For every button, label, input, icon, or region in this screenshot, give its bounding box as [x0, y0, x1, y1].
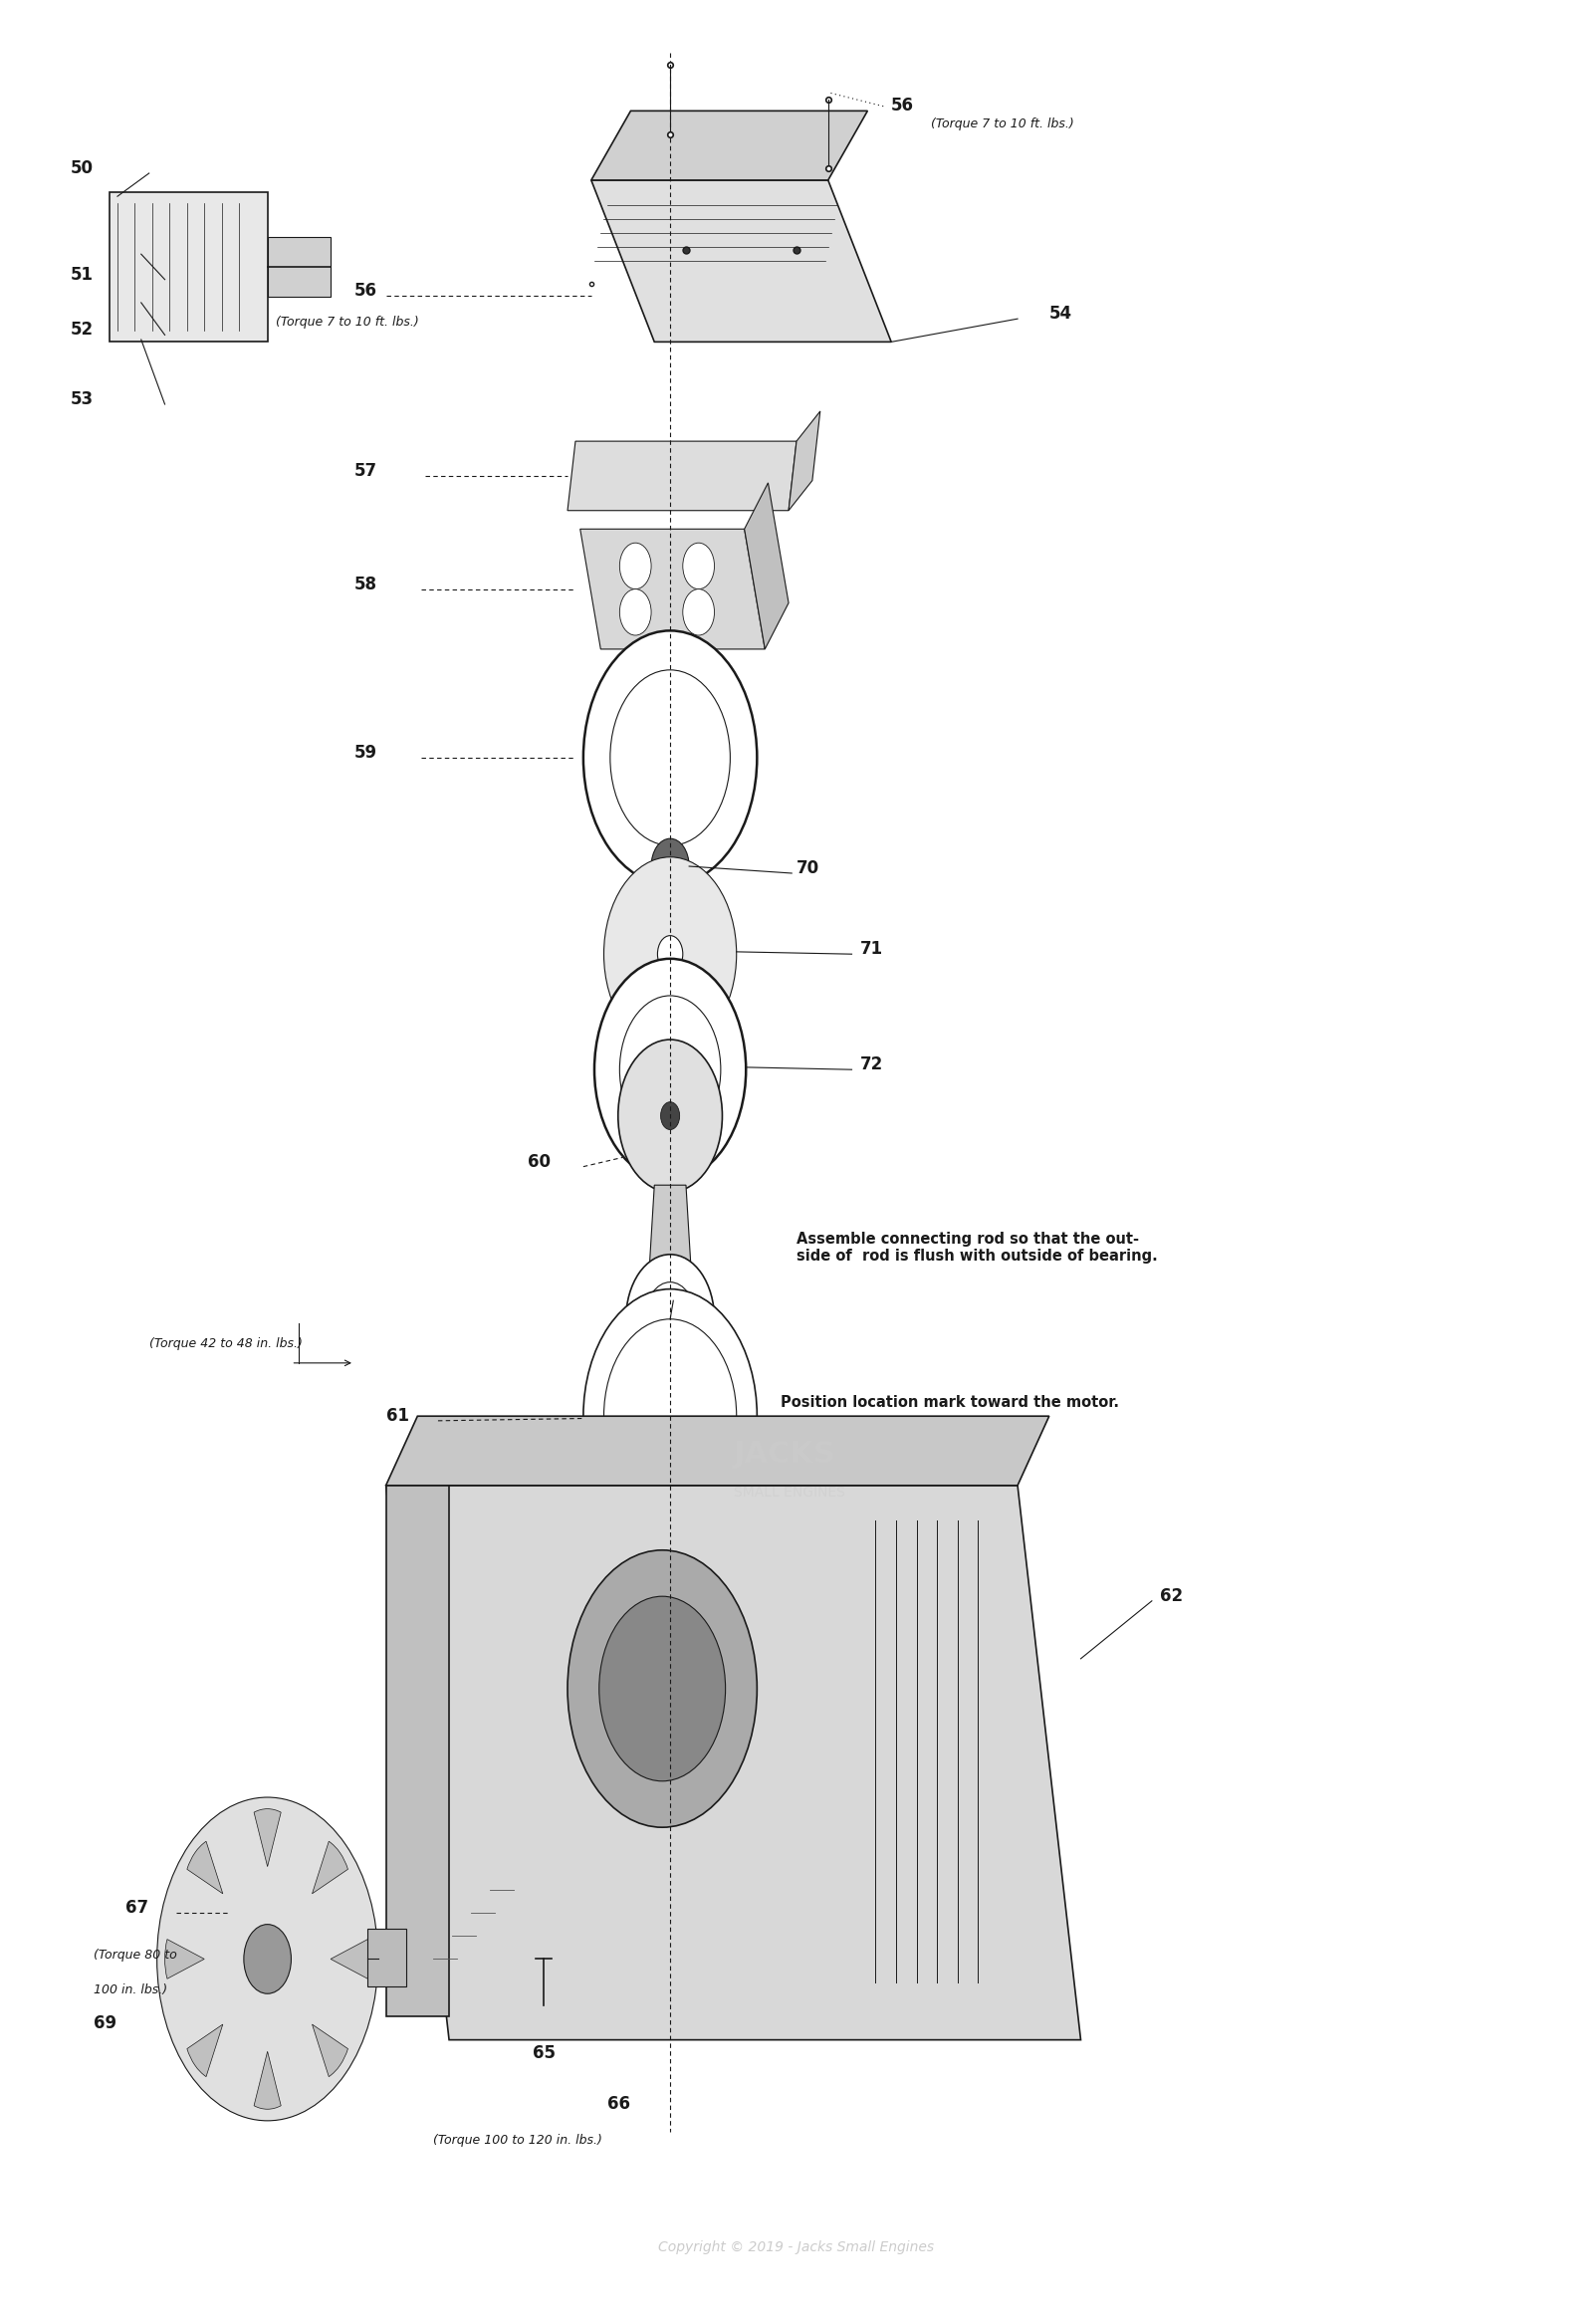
Text: 58: 58 [354, 574, 378, 593]
Text: SMALL ENGINES: SMALL ENGINES [733, 1485, 844, 1499]
Polygon shape [567, 442, 796, 511]
Text: (Torque 7 to 10 ft. lbs.): (Torque 7 to 10 ft. lbs.) [930, 116, 1074, 130]
Text: 57: 57 [354, 462, 378, 479]
Polygon shape [386, 1415, 1050, 1485]
Text: Assemble connecting rod so that the out-
side of  rod is flush with outside of b: Assemble connecting rod so that the out-… [796, 1232, 1158, 1264]
Circle shape [604, 858, 736, 1050]
Circle shape [599, 1597, 725, 1780]
Circle shape [620, 544, 652, 588]
Circle shape [652, 839, 690, 895]
Circle shape [618, 1039, 722, 1192]
Circle shape [583, 630, 757, 885]
Wedge shape [186, 2024, 223, 2078]
Text: 53: 53 [70, 390, 92, 409]
Polygon shape [591, 112, 868, 181]
Wedge shape [331, 1938, 370, 1978]
Text: 65: 65 [532, 2045, 556, 2061]
Circle shape [683, 544, 714, 588]
Wedge shape [164, 1938, 204, 1978]
Circle shape [610, 669, 730, 846]
Text: 59: 59 [354, 744, 378, 762]
Text: (Torque 80 to: (Torque 80 to [94, 1950, 177, 1961]
Text: 62: 62 [1160, 1587, 1182, 1606]
Text: 69: 69 [94, 2015, 116, 2031]
Text: 50: 50 [70, 160, 92, 177]
Circle shape [244, 1924, 292, 1994]
Text: 70: 70 [796, 860, 819, 876]
Text: Copyright © 2019 - Jacks Small Engines: Copyright © 2019 - Jacks Small Engines [658, 2240, 935, 2254]
Text: (Torque 7 to 10 ft. lbs.): (Torque 7 to 10 ft. lbs.) [276, 316, 419, 328]
Text: 52: 52 [70, 321, 92, 339]
Polygon shape [591, 181, 890, 342]
Circle shape [620, 995, 720, 1143]
Circle shape [658, 937, 683, 971]
Text: 71: 71 [860, 941, 883, 957]
Text: Position location mark toward the motor.: Position location mark toward the motor. [781, 1394, 1120, 1411]
FancyBboxPatch shape [110, 191, 268, 342]
Circle shape [594, 960, 746, 1181]
Text: (Torque 100 to 120 in. lbs.): (Torque 100 to 120 in. lbs.) [433, 2133, 602, 2147]
Circle shape [626, 1255, 714, 1383]
Wedge shape [253, 2052, 280, 2110]
Polygon shape [386, 1485, 1080, 2040]
Wedge shape [312, 1841, 347, 1894]
Circle shape [567, 1550, 757, 1827]
Wedge shape [186, 1841, 223, 1894]
Polygon shape [744, 483, 789, 648]
Circle shape [683, 588, 714, 634]
Text: 67: 67 [126, 1899, 148, 1917]
Text: 56: 56 [354, 281, 378, 300]
Text: 60: 60 [527, 1153, 551, 1171]
Circle shape [604, 1320, 736, 1513]
Polygon shape [648, 1185, 693, 1290]
Circle shape [158, 1796, 378, 2122]
Text: (Torque 42 to 48 in. lbs.): (Torque 42 to 48 in. lbs.) [150, 1336, 303, 1350]
FancyBboxPatch shape [268, 237, 331, 297]
FancyBboxPatch shape [366, 1929, 406, 1987]
Text: 72: 72 [860, 1055, 883, 1074]
Circle shape [645, 1283, 696, 1357]
Circle shape [661, 1102, 680, 1129]
Polygon shape [386, 1485, 449, 2017]
Text: 54: 54 [1050, 304, 1072, 323]
Wedge shape [253, 1808, 280, 1866]
Text: 66: 66 [607, 2096, 629, 2113]
Text: 61: 61 [386, 1406, 409, 1425]
Polygon shape [789, 411, 820, 511]
Text: 56: 56 [890, 98, 914, 114]
Circle shape [583, 1290, 757, 1543]
Text: JACKS: JACKS [733, 1439, 836, 1469]
Circle shape [620, 588, 652, 634]
Text: 51: 51 [70, 265, 92, 284]
Wedge shape [312, 2024, 347, 2078]
Polygon shape [580, 530, 765, 648]
Text: 100 in. lbs.): 100 in. lbs.) [94, 1985, 167, 1996]
